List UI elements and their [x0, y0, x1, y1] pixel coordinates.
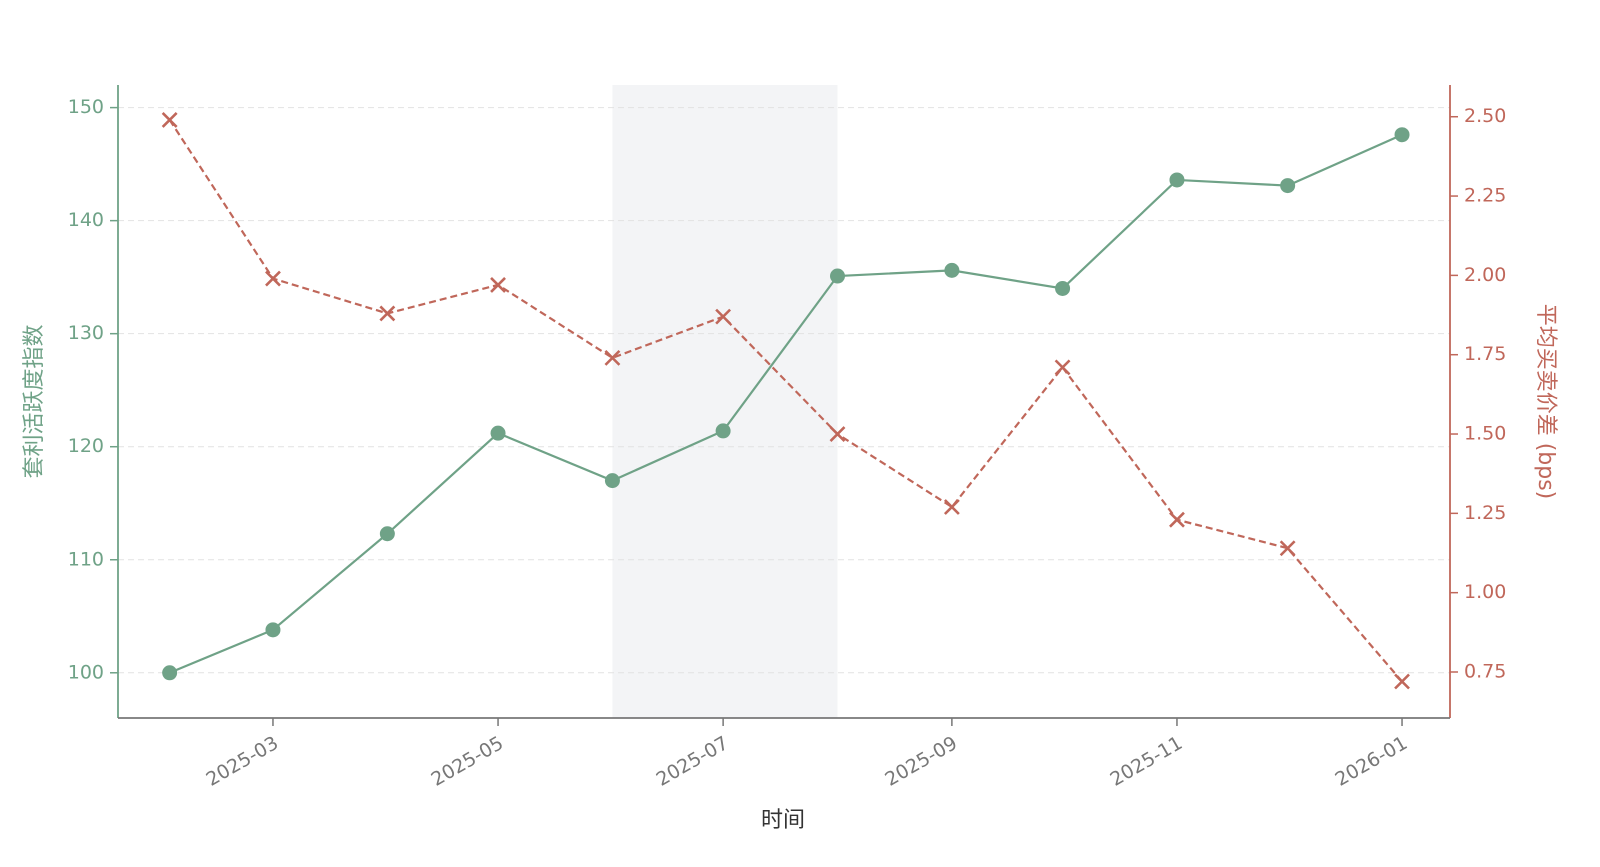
y2-tick-label: 1.00	[1464, 581, 1506, 603]
series-line	[168, 119, 1403, 683]
point-marker	[1279, 540, 1296, 557]
y2-tick-label: 2.50	[1464, 105, 1506, 127]
y-tick-label: 110	[68, 548, 104, 570]
point-marker	[830, 268, 846, 284]
point-marker	[1394, 127, 1410, 143]
x-tick-label: 2025-05	[428, 732, 508, 791]
x-tick-label: 2026-01	[1332, 732, 1412, 791]
y2-tick-label: 1.25	[1464, 502, 1506, 524]
x-tick-label: 2025-09	[881, 732, 961, 791]
y2-axis-label: 平均买卖价差 (bps)	[1533, 304, 1558, 500]
point-marker	[1054, 359, 1071, 376]
point-marker	[265, 270, 281, 287]
y2-tick-label: 1.50	[1464, 423, 1506, 445]
point-marker	[1169, 511, 1185, 528]
y-tick-label: 130	[68, 322, 104, 344]
shaded-region	[612, 85, 838, 718]
point-marker	[715, 423, 731, 439]
y-tick-label: 100	[68, 661, 104, 683]
point-marker	[944, 262, 960, 278]
x-tick-label: 2025-11	[1106, 732, 1186, 791]
y-tick-label: 140	[68, 209, 104, 231]
point-marker	[1055, 280, 1071, 296]
series-line	[169, 133, 1403, 674]
x-tick-label: 2025-03	[202, 732, 282, 791]
point-marker	[379, 526, 395, 542]
point-marker	[604, 473, 620, 489]
point-marker	[379, 305, 396, 322]
point-marker	[1394, 673, 1410, 690]
y2-tick-label: 2.00	[1464, 264, 1506, 286]
point-marker	[162, 665, 178, 681]
point-marker	[1280, 178, 1296, 194]
y2-tick-label: 2.25	[1464, 185, 1506, 207]
y-tick-label: 150	[68, 96, 104, 118]
point-marker	[161, 111, 178, 128]
point-marker	[829, 426, 846, 442]
point-marker	[265, 622, 281, 638]
y2-tick-label: 0.75	[1464, 660, 1506, 682]
point-marker	[943, 499, 960, 515]
y2-tick-label: 1.75	[1464, 343, 1506, 365]
point-marker	[1169, 172, 1185, 188]
x-tick-label: 2025-07	[653, 732, 733, 791]
point-marker	[715, 308, 732, 325]
y-tick-label: 120	[68, 435, 104, 457]
x-axis-label: 时间	[761, 808, 805, 833]
y-axis-label: 套利活跃度指数	[22, 324, 47, 478]
point-marker	[604, 349, 621, 366]
point-marker	[490, 425, 506, 441]
point-marker	[490, 276, 506, 293]
